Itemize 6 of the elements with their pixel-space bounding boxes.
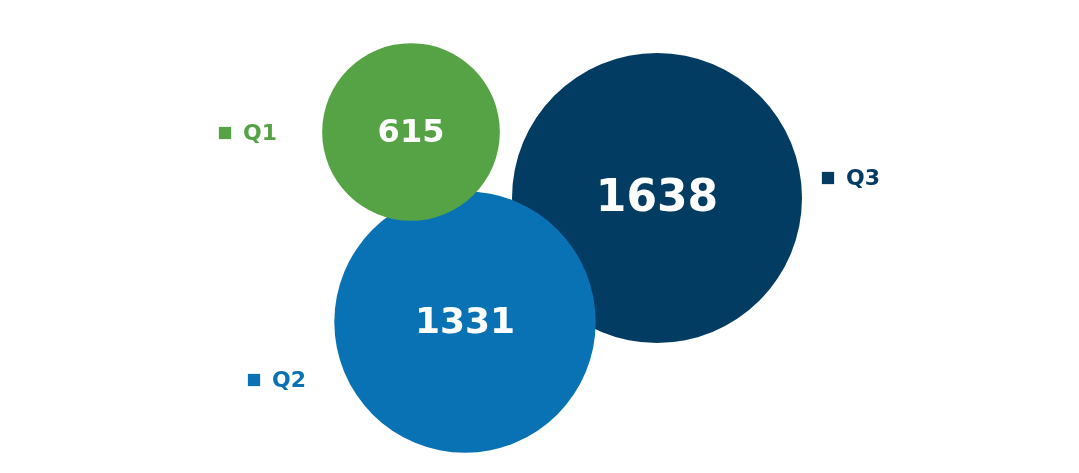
category-label: Q3 [846, 165, 881, 190]
data-label: 1638 [595, 170, 719, 221]
category-label: Q2 [272, 367, 307, 392]
data-label: 615 [377, 112, 445, 150]
data-label: 1331 [414, 300, 516, 341]
category-label: Q1 [243, 120, 278, 145]
